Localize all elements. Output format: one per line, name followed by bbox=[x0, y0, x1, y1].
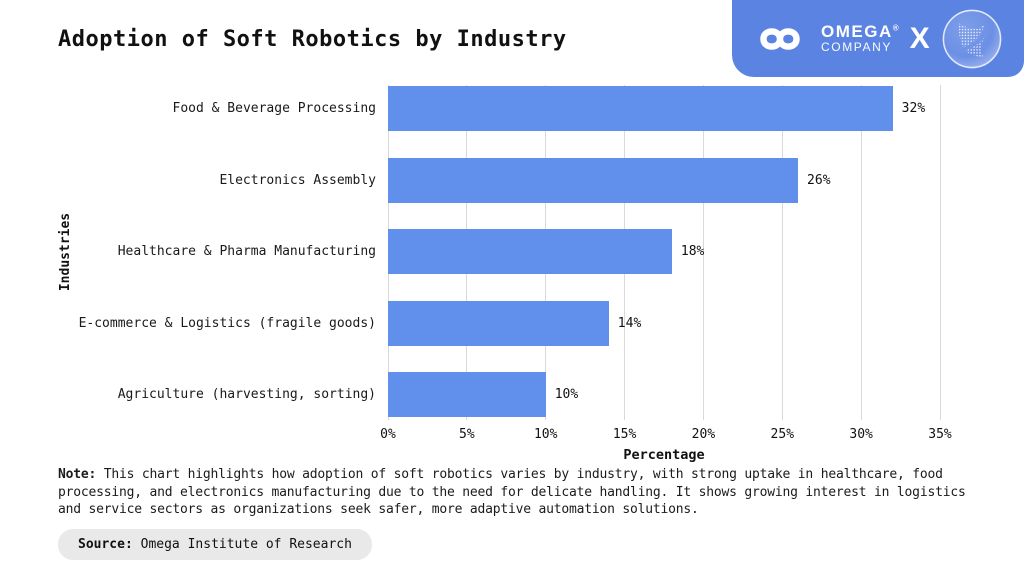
bar bbox=[388, 86, 893, 131]
category-label: Healthcare & Pharma Manufacturing bbox=[117, 244, 376, 259]
bar-value-label: 32% bbox=[901, 101, 926, 116]
gridline bbox=[781, 85, 783, 420]
brand-badge: OMEGA® COMPANY X bbox=[732, 0, 1024, 77]
category-label: Food & Beverage Processing bbox=[172, 101, 377, 116]
bar-value-label: 18% bbox=[680, 244, 705, 259]
bar bbox=[388, 300, 609, 346]
x-axis-ticks: 0% 5% 10% 15% 20% 25% 30% 35% bbox=[380, 427, 952, 443]
note-label: Note: bbox=[58, 467, 97, 482]
category-label: Electronics Assembly bbox=[219, 172, 376, 188]
chart-title: Adoption of Soft Robotics by Industry bbox=[58, 27, 567, 52]
sphere-logo-icon bbox=[941, 8, 1003, 70]
brand-text: OMEGA® COMPANY bbox=[821, 21, 899, 55]
x-tick-label: 20% bbox=[691, 427, 716, 442]
x-tick-label: 35% bbox=[928, 427, 952, 442]
brand-name: OMEGA® bbox=[821, 21, 899, 41]
x-tick-label: 10% bbox=[533, 427, 558, 442]
x-collab-mark: X bbox=[909, 21, 930, 55]
x-tick-label: 25% bbox=[770, 427, 795, 442]
bar bbox=[388, 372, 546, 417]
infinity-logo-icon bbox=[748, 22, 812, 56]
bar-value-label: 14% bbox=[617, 315, 642, 331]
x-tick-label: 15% bbox=[612, 427, 637, 442]
category-label: Agriculture (harvesting, sorting) bbox=[117, 387, 376, 402]
bar bbox=[388, 229, 672, 274]
x-tick-label: 0% bbox=[380, 427, 396, 442]
note-body: This chart highlights how adoption of so… bbox=[58, 467, 966, 517]
brand-subname: COMPANY bbox=[821, 40, 892, 55]
note-text: Note: This chart highlights how adoption… bbox=[58, 466, 996, 519]
source-body: Omega Institute of Research bbox=[140, 537, 352, 552]
gridline bbox=[702, 85, 704, 420]
registered-trademark-icon: ® bbox=[892, 23, 899, 33]
source-label: Source: bbox=[78, 537, 133, 552]
x-tick-label: 30% bbox=[849, 427, 873, 442]
bar bbox=[388, 157, 799, 203]
x-tick-label: 5% bbox=[459, 427, 475, 442]
gridline bbox=[939, 85, 941, 420]
gridline bbox=[860, 85, 862, 420]
source-pill: Source: Omega Institute of Research bbox=[58, 529, 372, 560]
plot-area: 32% 26% 18% 14% 10% bbox=[387, 85, 941, 420]
bar-value-label: 10% bbox=[554, 387, 579, 402]
category-labels: Food & Beverage Processing Electronics As… bbox=[0, 85, 376, 420]
category-label: E-commerce & Logistics (fragile goods) bbox=[78, 315, 376, 331]
x-axis-label: Percentage bbox=[623, 447, 705, 463]
bar-value-label: 26% bbox=[807, 172, 831, 188]
